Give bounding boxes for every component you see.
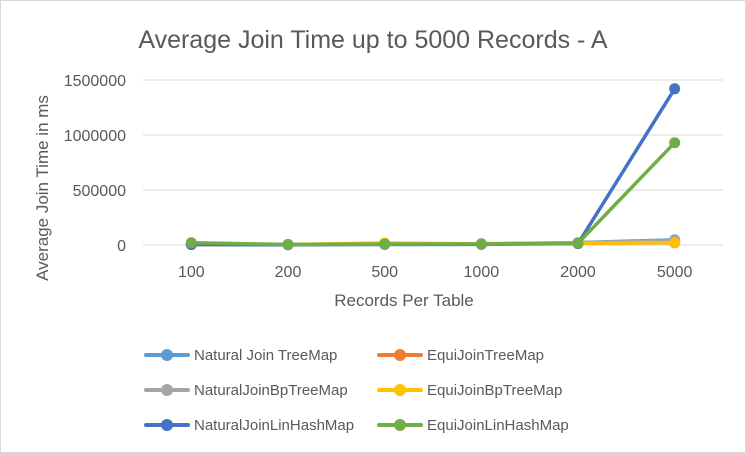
- data-point: [185, 237, 197, 249]
- legend-swatch-marker: [161, 349, 173, 361]
- y-tick-label: 1500000: [64, 73, 126, 90]
- y-tick-label: 500000: [73, 183, 126, 200]
- legend-label: EquiJoinLinHashMap: [427, 417, 569, 434]
- data-point: [572, 237, 584, 249]
- x-tick-label: 5000: [657, 264, 693, 281]
- data-point: [669, 83, 681, 95]
- legend-label: NaturalJoinBpTreeMap: [194, 382, 348, 399]
- y-tick-labels: 0 500000 1000000 1500000: [64, 73, 126, 255]
- series-4: [185, 83, 681, 251]
- x-tick-label: 1000: [464, 264, 500, 281]
- x-tick-label: 200: [275, 264, 302, 281]
- y-tick-label: 0: [117, 238, 126, 255]
- y-axis-title: Average Join Time in ms: [33, 95, 52, 281]
- data-point: [475, 238, 487, 250]
- legend: Natural Join TreeMap EquiJoinTreeMap Natur…: [144, 347, 569, 434]
- legend-swatch-marker: [394, 419, 406, 431]
- legend-swatch-marker: [161, 384, 173, 396]
- gridlines: [143, 79, 723, 246]
- legend-item: EquiJoinBpTreeMap: [377, 382, 562, 399]
- x-tick-label: 2000: [560, 264, 596, 281]
- legend-item: EquiJoinLinHashMap: [377, 417, 569, 434]
- legend-swatch-marker: [161, 419, 173, 431]
- legend-swatch-marker: [394, 384, 406, 396]
- series-lines: [185, 83, 681, 251]
- data-point: [379, 238, 391, 250]
- x-tick-label: 500: [371, 264, 398, 281]
- series-line: [189, 140, 677, 247]
- legend-label: EquiJoinBpTreeMap: [427, 382, 562, 399]
- data-point: [282, 238, 294, 250]
- legend-label: NaturalJoinLinHashMap: [194, 417, 354, 434]
- x-tick-label: 100: [178, 264, 205, 281]
- x-tick-labels: 100 200 500 1000 2000 5000: [178, 264, 693, 281]
- data-point: [669, 137, 681, 149]
- legend-item: NaturalJoinBpTreeMap: [144, 382, 348, 399]
- y-tick-label: 1000000: [64, 128, 126, 145]
- legend-label: EquiJoinTreeMap: [427, 347, 544, 364]
- series-line: [189, 87, 677, 247]
- data-point: [669, 237, 681, 249]
- legend-item: Natural Join TreeMap: [144, 347, 337, 364]
- legend-item: EquiJoinTreeMap: [377, 347, 544, 364]
- chart-title: Average Join Time up to 5000 Records - A: [138, 26, 608, 54]
- legend-label: Natural Join TreeMap: [194, 347, 337, 364]
- legend-item: NaturalJoinLinHashMap: [144, 417, 354, 434]
- legend-swatch-marker: [394, 349, 406, 361]
- series-5: [185, 137, 681, 250]
- x-axis-title: Records Per Table: [334, 291, 474, 310]
